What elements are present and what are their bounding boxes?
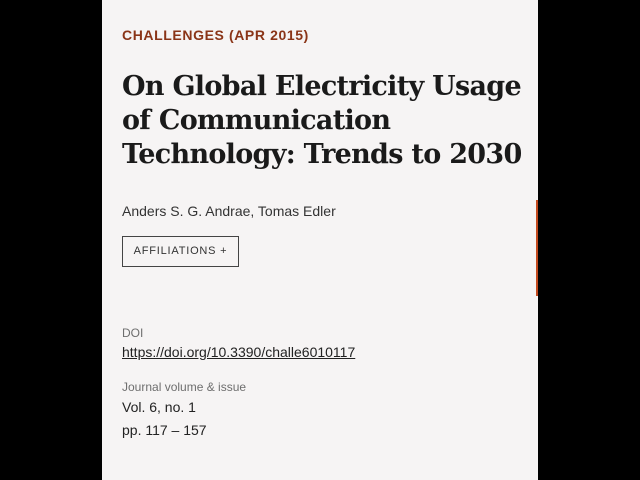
volume-issue-label: Journal volume & issue <box>122 380 247 394</box>
page-range: pp. 117 – 157 <box>122 422 207 438</box>
journal-date: (APR 2015) <box>228 27 309 43</box>
title-line: Technology: Trends to 2030 <box>122 139 522 170</box>
title-line: On Global Electricity Usage <box>122 71 522 102</box>
article-title: On Global Electricity Usage of Communica… <box>122 70 532 172</box>
journal-name[interactable]: CHALLENGES <box>122 27 225 43</box>
author-list[interactable]: Anders S. G. Andrae, Tomas Edler <box>122 203 336 219</box>
affiliations-button[interactable]: AFFILIATIONS + <box>122 236 239 267</box>
volume-issue-value: Vol. 6, no. 1 <box>122 399 196 415</box>
doi-label: DOI <box>122 326 144 340</box>
title-line: of Communication <box>122 105 391 136</box>
edge-accent-bar <box>536 200 538 296</box>
doi-link[interactable]: https://doi.org/10.3390/challe6010117 <box>122 344 356 360</box>
article-page: CHALLENGES (APR 2015) On Global Electric… <box>102 0 538 480</box>
journal-header[interactable]: CHALLENGES (APR 2015) <box>122 27 309 43</box>
